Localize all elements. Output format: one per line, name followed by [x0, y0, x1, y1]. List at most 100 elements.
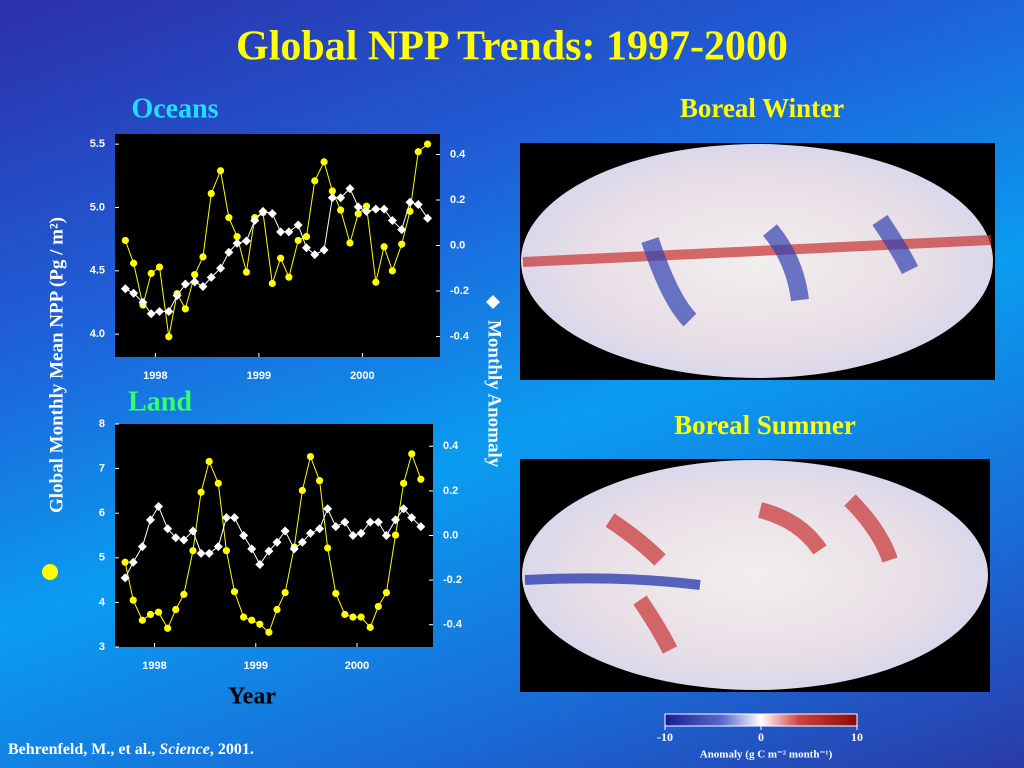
x-tick-label: 1999 [247, 370, 271, 382]
data-point [121, 558, 129, 566]
data-point [241, 236, 251, 246]
y2-tick-label: 0.2 [450, 194, 465, 206]
data-point [155, 263, 164, 271]
data-point [397, 225, 407, 235]
data-point [242, 268, 251, 276]
citation-journal: Science [159, 741, 210, 758]
data-point [181, 305, 189, 313]
data-point [382, 588, 391, 597]
data-point [357, 613, 365, 621]
data-point [294, 236, 302, 245]
data-point [213, 542, 223, 552]
data-point [146, 610, 155, 619]
data-point [323, 504, 333, 514]
data-point [171, 533, 181, 543]
data-point [248, 616, 256, 624]
x-tick-label: 2000 [350, 370, 374, 382]
data-point [204, 548, 214, 558]
data-point [239, 531, 249, 540]
data-point [346, 239, 354, 247]
data-point [414, 148, 422, 156]
data-point [250, 215, 260, 225]
data-point [302, 233, 311, 241]
data-point [387, 215, 397, 225]
data-point [379, 204, 389, 214]
y-tick-label: 6 [99, 507, 105, 519]
y-tick-label: 7 [99, 463, 105, 475]
data-point [391, 515, 401, 525]
data-point [388, 267, 396, 275]
legend-label: Monthly Anomaly [484, 320, 505, 468]
data-point [179, 535, 189, 545]
data-point [399, 504, 409, 514]
data-point [405, 197, 415, 207]
data-point [230, 588, 239, 596]
y-tick-label: 5.5 [90, 138, 105, 150]
data-point [306, 452, 315, 461]
y2-tick-label: -0.2 [443, 574, 462, 586]
citation-authors: Behrenfeld, M., et al., [8, 741, 159, 758]
data-point [172, 291, 182, 301]
data-point [297, 537, 307, 547]
data-point [233, 233, 241, 241]
x-tick-label: 1998 [142, 660, 166, 672]
data-point [232, 238, 242, 248]
data-point [423, 213, 433, 223]
x-tick-label: 2000 [345, 660, 369, 672]
data-point [137, 542, 147, 552]
y2-tick-label: 0.2 [443, 485, 458, 497]
x-tick-label: 1998 [143, 370, 167, 382]
data-point [337, 206, 345, 214]
citation: Behrenfeld, M., et al., Science, 2001. [8, 741, 254, 758]
y2-tick-label: -0.4 [443, 619, 463, 631]
data-point [129, 596, 137, 604]
data-point [285, 273, 293, 281]
data-point [398, 240, 406, 248]
data-point [372, 278, 380, 286]
data-point [180, 279, 190, 289]
data-point [264, 546, 274, 556]
data-point [145, 515, 155, 525]
data-point [247, 544, 257, 554]
data-point [281, 588, 289, 597]
data-point [180, 590, 188, 598]
data-point [416, 522, 426, 532]
panel-title: Land [128, 386, 192, 417]
data-point [371, 204, 381, 214]
colorbar-tick-label: -10 [657, 730, 673, 744]
data-point [373, 517, 383, 527]
data-point [328, 187, 336, 195]
data-point [198, 281, 208, 291]
map-title: Boreal Summer [674, 410, 856, 440]
data-point [289, 544, 299, 554]
data-point [320, 158, 328, 166]
data-point [311, 177, 319, 185]
data-point [380, 243, 388, 251]
data-point [255, 559, 265, 569]
data-point [310, 250, 320, 260]
data-point [267, 209, 277, 219]
series-line [124, 143, 428, 337]
data-point [138, 616, 146, 624]
colorbar-tick-label: 10 [851, 730, 863, 744]
data-point [164, 624, 172, 632]
data-point [163, 524, 173, 534]
data-point [189, 547, 197, 555]
data-point [128, 557, 138, 567]
data-point [381, 531, 391, 540]
data-point [224, 247, 234, 257]
panel-title: Oceans [131, 93, 218, 124]
y2-tick-label: -0.2 [450, 285, 469, 297]
data-point [147, 269, 155, 277]
data-point [206, 272, 216, 282]
data-point [240, 613, 248, 621]
data-point [221, 513, 231, 523]
data-point [230, 513, 240, 523]
data-point [207, 189, 215, 198]
data-point [277, 254, 285, 262]
data-point [205, 457, 213, 466]
citation-rest: , 2001. [210, 741, 254, 758]
colorbar [664, 713, 858, 727]
data-point [293, 220, 303, 230]
